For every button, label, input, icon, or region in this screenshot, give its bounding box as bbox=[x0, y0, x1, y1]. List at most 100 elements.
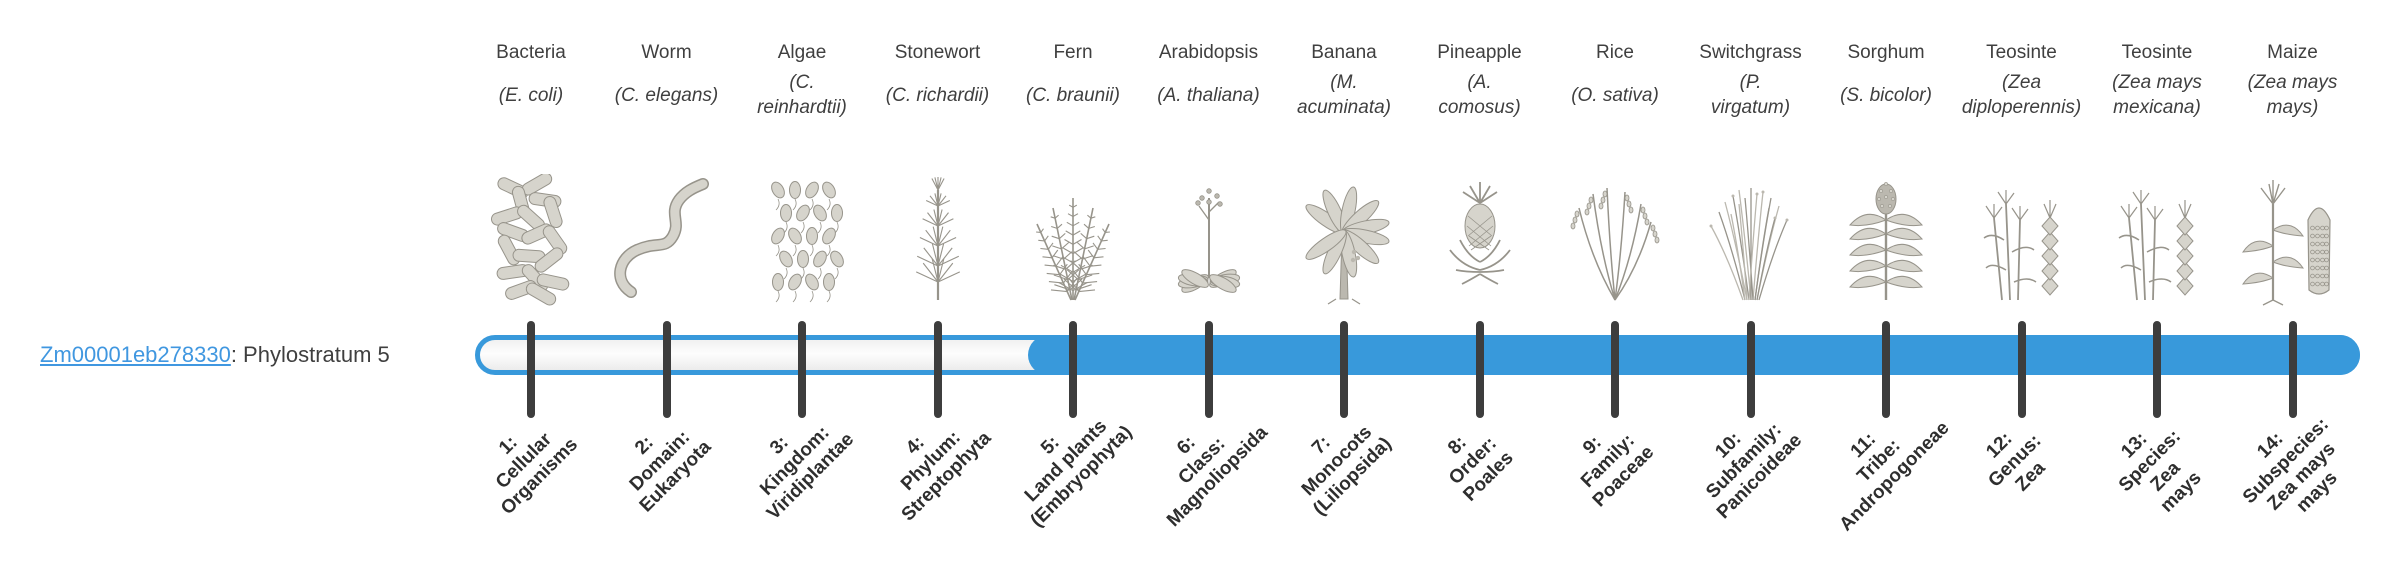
species-col-10: Switchgrass (P. virgatum) bbox=[1676, 40, 1826, 306]
species-common-name: Switchgrass bbox=[1699, 42, 1802, 63]
tick-stratum-14 bbox=[2288, 321, 2297, 418]
species-common-name: Pineapple bbox=[1437, 42, 1522, 63]
species-scientific-name-line: (Zea mays bbox=[2247, 72, 2338, 93]
species-col-2: Worm (C. elegans) bbox=[592, 40, 742, 306]
stratum-label-4: 4: Phylum: Streptophyta bbox=[865, 396, 997, 528]
worm-icon bbox=[597, 174, 737, 306]
pineapple-icon bbox=[1410, 174, 1550, 306]
stratum-label-7: 7: Monocots (Liliopsida) bbox=[1272, 396, 1404, 528]
species-scientific-name-line: (S. bicolor) bbox=[1840, 84, 1932, 106]
species-common-name: Rice bbox=[1595, 42, 1634, 63]
species-scientific-name: (C. braunii) bbox=[1026, 66, 1120, 124]
species-scientific-name-line: (A. thaliana) bbox=[1157, 84, 1260, 106]
switchgrass-icon bbox=[1681, 174, 1821, 306]
species-scientific-name-line: comosus) bbox=[1438, 97, 1521, 118]
species-common-name: Bacteria bbox=[496, 42, 566, 63]
species-scientific-name-line: (C. richardii) bbox=[885, 84, 990, 106]
stratum-label-line: Andropogoneae bbox=[1835, 417, 1954, 536]
species-scientific-name-line: (O. sativa) bbox=[1571, 84, 1659, 106]
tick-stratum-8 bbox=[1475, 321, 1484, 418]
species-common-name: Teosinte bbox=[1986, 42, 2057, 63]
species-scientific-name-line: mexicana) bbox=[2113, 97, 2201, 118]
stratum-label-1: 1: Cellular Organisms bbox=[459, 396, 591, 528]
species-scientific-name-line: (Zea mays bbox=[2112, 72, 2202, 93]
fern-icon bbox=[1003, 174, 1143, 306]
species-col-4: Stonewort (C. richardii) bbox=[863, 40, 1013, 306]
rice-icon bbox=[1545, 174, 1685, 306]
species-scientific-name: (Zea mays mays) bbox=[2248, 66, 2338, 124]
tick-stratum-4 bbox=[933, 321, 942, 418]
species-col-14: Maize (Zea mays mays) bbox=[2218, 40, 2368, 306]
species-col-1: Bacteria (E. coli) bbox=[456, 40, 606, 306]
species-common-name: Banana bbox=[1311, 42, 1377, 63]
species-scientific-name-line: diploperennis) bbox=[1961, 97, 2082, 118]
species-scientific-name-line: (A. bbox=[1467, 72, 1492, 93]
tick-stratum-13 bbox=[2153, 321, 2161, 418]
gene-label: Zm00001eb278330: Phylostratum 5 bbox=[40, 341, 390, 369]
bacteria-icon bbox=[461, 174, 601, 306]
stratum-label-10: 10: Subfamily: Panicoideae bbox=[1678, 396, 1810, 528]
maize-icon bbox=[2223, 174, 2363, 306]
species-common-name: Teosinte bbox=[2121, 42, 2193, 63]
species-scientific-name-line: (C. braunii) bbox=[1026, 84, 1120, 106]
species-scientific-name: (C. reinhardtii) bbox=[757, 66, 847, 124]
species-col-5: Fern (C. braunii) bbox=[998, 40, 1148, 306]
species-scientific-name: (S. bicolor) bbox=[1840, 66, 1932, 124]
tick-stratum-7 bbox=[1340, 321, 1348, 418]
tick-stratum-9 bbox=[1611, 321, 1619, 418]
tick-stratum-5 bbox=[1069, 321, 1077, 418]
species-scientific-name-line: (C. bbox=[789, 72, 815, 93]
species-scientific-name-line: (E. coli) bbox=[498, 84, 564, 106]
species-col-6: Arabidopsis (A. thaliana) bbox=[1134, 40, 1284, 306]
timeline-bar-fill bbox=[1028, 335, 2360, 375]
stratum-label-12: 12: Genus: Zea bbox=[1949, 396, 2081, 528]
species-col-13: Teosinte (Zea mays mexicana) bbox=[2082, 40, 2232, 306]
species-common-name: Algae bbox=[777, 42, 827, 63]
species-common-name: Stonewort bbox=[894, 42, 981, 63]
gene-id-link[interactable]: Zm00001eb278330 bbox=[40, 342, 231, 367]
tick-stratum-10 bbox=[1746, 321, 1755, 418]
tick-stratum-6 bbox=[1204, 321, 1213, 418]
arabidopsis-icon bbox=[1139, 174, 1279, 306]
species-scientific-name: (O. sativa) bbox=[1571, 66, 1659, 124]
species-scientific-name-line: (C. elegans) bbox=[614, 84, 719, 106]
species-scientific-name: (Zea mays mexicana) bbox=[2112, 66, 2202, 124]
species-scientific-name-line: (Zea bbox=[2001, 72, 2042, 93]
algae-icon bbox=[732, 174, 872, 306]
stratum-label-2: 2: Domain: Eukaryota bbox=[594, 396, 726, 528]
teosinte-icon bbox=[2087, 174, 2227, 306]
species-col-12: Teosinte (Zea diploperennis) bbox=[1947, 40, 2097, 306]
species-col-7: Banana (M. acuminata) bbox=[1269, 40, 1419, 306]
species-scientific-name-line: mays) bbox=[2266, 97, 2319, 118]
species-scientific-name: (P. virgatum) bbox=[1711, 66, 1790, 124]
teosinte-icon bbox=[1952, 174, 2092, 306]
stratum-label-11: 11: Tribe: Andropogoneae bbox=[1814, 396, 1954, 536]
stratum-label-8: 8: Order: Poales bbox=[1407, 396, 1539, 528]
tick-stratum-1 bbox=[527, 321, 535, 418]
species-col-3: Algae (C. reinhardtii) bbox=[727, 40, 877, 306]
tick-stratum-3 bbox=[798, 321, 806, 418]
tick-stratum-2 bbox=[662, 321, 671, 418]
species-scientific-name: (C. elegans) bbox=[615, 66, 719, 124]
stonewort-icon bbox=[868, 174, 1008, 306]
species-common-name: Sorghum bbox=[1847, 42, 1925, 63]
species-col-9: Rice (O. sativa) bbox=[1540, 40, 1690, 306]
stratum-label-3: 3: Kingdom: Viridiplantae bbox=[730, 396, 862, 528]
species-common-name: Arabidopsis bbox=[1158, 42, 1259, 63]
gene-phylostratum-text: : Phylostratum 5 bbox=[230, 342, 390, 367]
species-common-name: Maize bbox=[2267, 42, 2318, 63]
species-scientific-name: (A. comosus) bbox=[1438, 66, 1520, 124]
sorghum-icon bbox=[1816, 174, 1956, 306]
species-scientific-name: (A. thaliana) bbox=[1157, 66, 1259, 124]
species-scientific-name: (E. coli) bbox=[499, 66, 563, 124]
stratum-label-6: 6: Class: Magnoliopsida bbox=[1136, 396, 1272, 531]
species-scientific-name: (Zea diploperennis) bbox=[1962, 66, 2081, 124]
species-scientific-name-line: (P. bbox=[1739, 72, 1762, 93]
species-scientific-name: (C. richardii) bbox=[886, 66, 989, 124]
species-col-8: Pineapple (A. comosus) bbox=[1405, 40, 1555, 306]
tick-stratum-12 bbox=[2017, 321, 2026, 418]
species-scientific-name-line: virgatum) bbox=[1710, 97, 1791, 118]
species-common-name: Fern bbox=[1053, 42, 1093, 63]
species-scientific-name-line: (M. bbox=[1330, 72, 1358, 93]
